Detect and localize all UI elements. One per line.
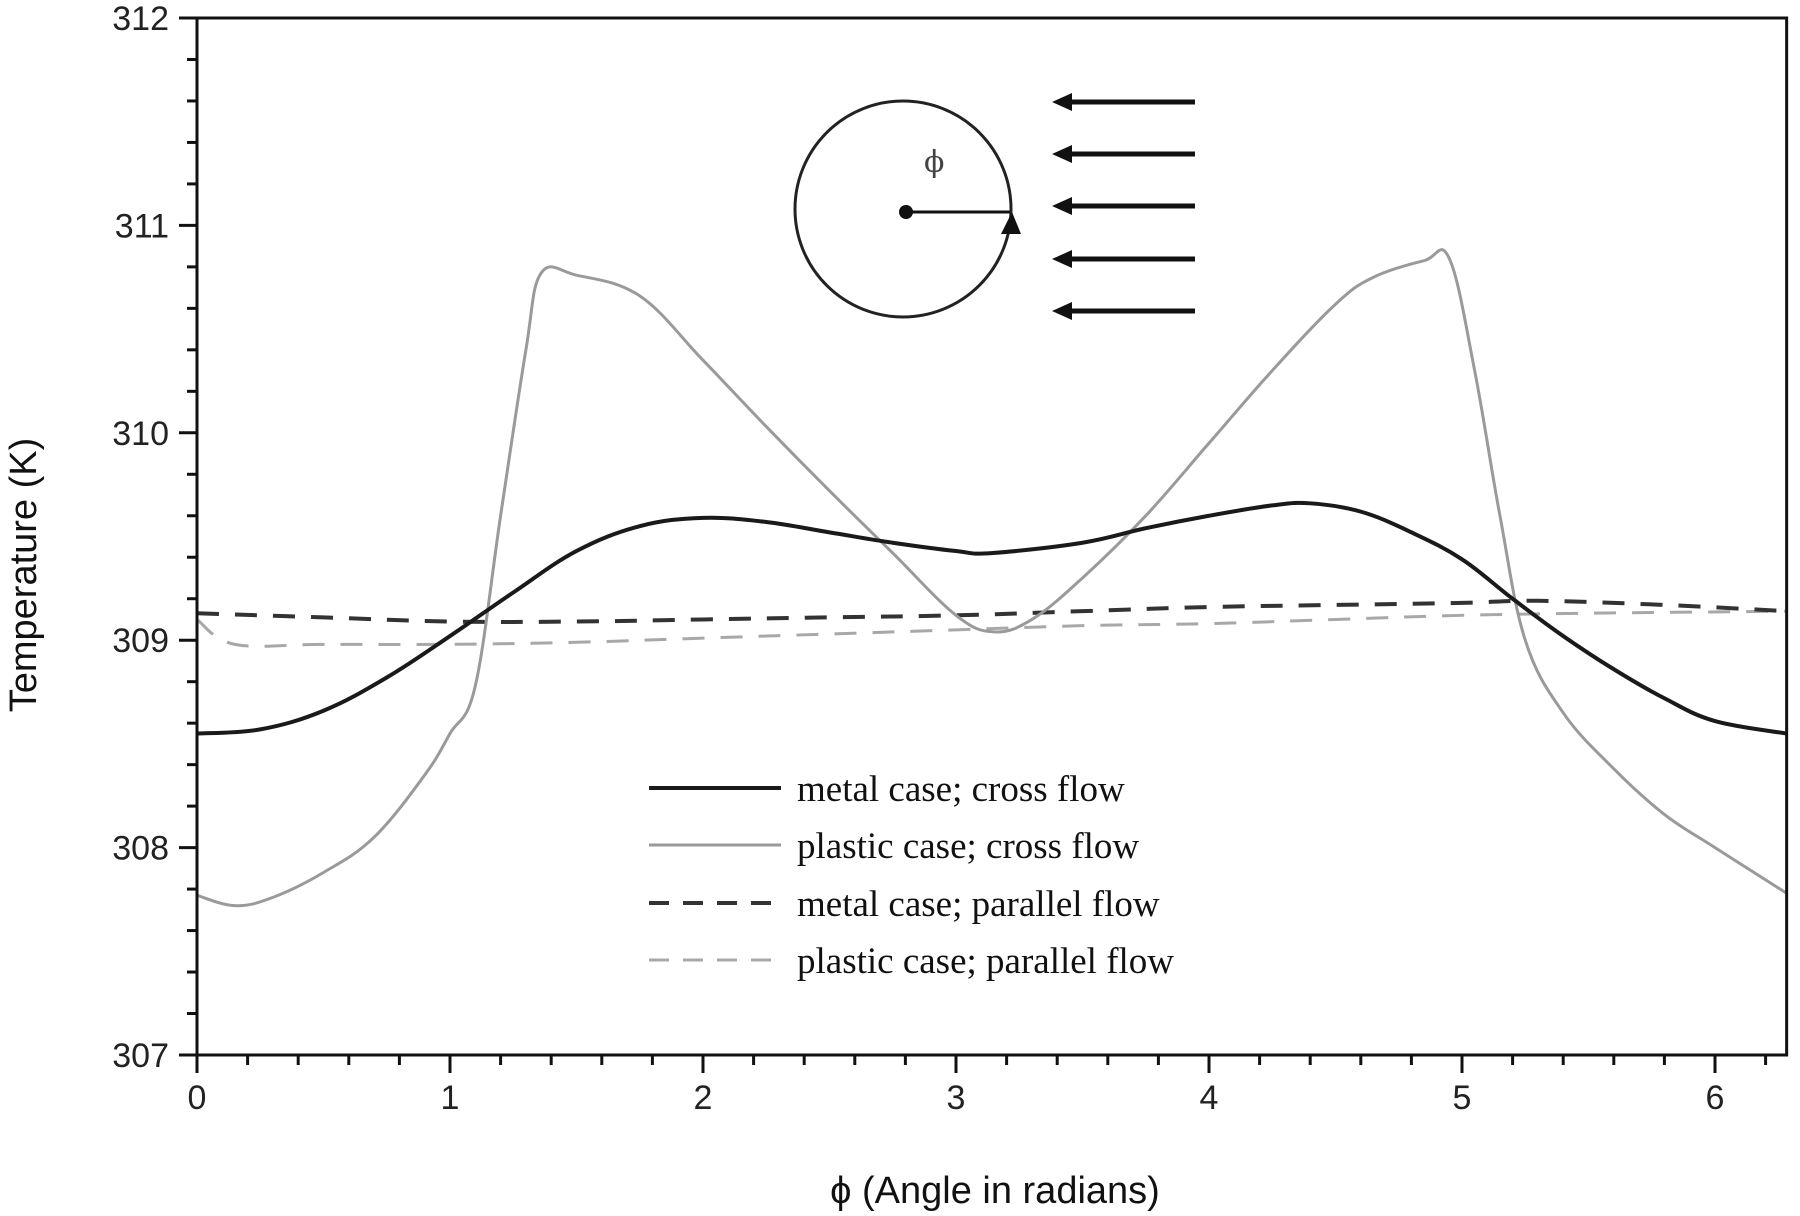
plot-frame [195,16,1789,1057]
x-tick-label: 4 [1200,1079,1219,1117]
flow-arrows [1052,93,1195,320]
legend-label: plastic case; parallel flow [797,941,1174,982]
x-tick-label: 6 [1706,1079,1725,1117]
x-tick-label: 2 [694,1079,713,1117]
x-tick-label: 1 [441,1079,460,1117]
series-line-metal-case-cross-flow [196,500,1787,736]
y-tick-label: 310 [112,415,169,453]
x-tick-label: 0 [188,1079,207,1117]
arrow-left-icon [1052,197,1072,215]
series-line-plastic-case-cross-flow [196,248,1788,908]
axes: 0 1 2 3 4 5 6 307 308 309 310 311 312 [112,0,1789,1117]
y-tick-label: 311 [115,207,169,245]
arrow-left-icon [1052,250,1072,268]
angle-arrowhead-icon [1001,212,1021,234]
legend-item: plastic case; parallel flow [649,941,1174,982]
series-line-plastic-case-parallel-flow [196,609,1787,648]
legend-item: metal case; parallel flow [649,884,1160,925]
inset-diagram: ϕ [793,93,1195,320]
arrow-left-icon [1052,145,1072,163]
x-tick-label: 3 [947,1079,966,1117]
phi-symbol: ϕ [924,145,944,180]
plot-series [196,248,1788,908]
y-tick-label: 312 [112,0,169,38]
legend-item: metal case; cross flow [649,769,1125,810]
legend-label: metal case; parallel flow [797,884,1160,925]
cylinder-circle [793,99,1013,319]
y-tick-label: 308 [112,830,169,868]
x-tick-label: 5 [1453,1079,1472,1117]
legend-item: plastic case; cross flow [649,826,1139,867]
legend-label: plastic case; cross flow [797,826,1139,867]
y-tick-label: 307 [112,1037,169,1075]
y-tick-label: 309 [112,622,169,660]
y-axis-title: Temperature (K) [3,438,45,713]
series-line-metal-case-parallel-flow [196,598,1787,624]
arrow-left-icon [1052,93,1072,111]
arrow-left-icon [1052,302,1072,320]
x-axis-title: ϕ (Angle in radians) [830,1170,1160,1212]
legend-label: metal case; cross flow [797,769,1125,810]
legend: metal case; cross flow plastic case; cros… [649,769,1174,982]
